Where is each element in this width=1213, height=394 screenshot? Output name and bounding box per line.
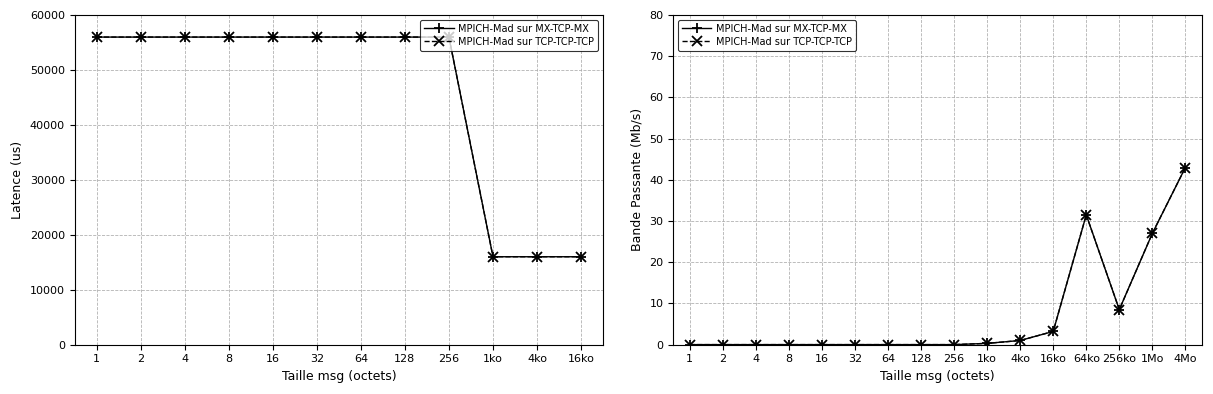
- MPICH-Mad sur MX-TCP-MX: [398, 35, 412, 39]
- MPICH-Mad sur TCP-TCP-TCP: [1112, 307, 1127, 312]
- MPICH-Mad sur MX-TCP-MX: [133, 35, 148, 39]
- MPICH-Mad sur MX-TCP-MX: [947, 342, 962, 347]
- X-axis label: Taille msg (octets): Taille msg (octets): [881, 370, 995, 383]
- MPICH-Mad sur TCP-TCP-TCP: [748, 342, 763, 347]
- MPICH-Mad sur TCP-TCP-TCP: [574, 255, 588, 259]
- MPICH-Mad sur TCP-TCP-TCP: [309, 35, 324, 39]
- Line: MPICH-Mad sur MX-TCP-MX: MPICH-Mad sur MX-TCP-MX: [92, 32, 586, 262]
- MPICH-Mad sur TCP-TCP-TCP: [1178, 165, 1192, 170]
- MPICH-Mad sur TCP-TCP-TCP: [1145, 231, 1160, 236]
- MPICH-Mad sur MX-TCP-MX: [716, 342, 730, 347]
- Legend: MPICH-Mad sur MX-TCP-MX, MPICH-Mad sur TCP-TCP-TCP: MPICH-Mad sur MX-TCP-MX, MPICH-Mad sur T…: [421, 20, 598, 51]
- X-axis label: Taille msg (octets): Taille msg (octets): [281, 370, 397, 383]
- MPICH-Mad sur MX-TCP-MX: [815, 342, 830, 347]
- MPICH-Mad sur MX-TCP-MX: [913, 342, 928, 347]
- MPICH-Mad sur MX-TCP-MX: [980, 341, 995, 346]
- MPICH-Mad sur TCP-TCP-TCP: [881, 342, 895, 347]
- MPICH-Mad sur TCP-TCP-TCP: [913, 342, 928, 347]
- MPICH-Mad sur TCP-TCP-TCP: [398, 35, 412, 39]
- MPICH-Mad sur MX-TCP-MX: [442, 35, 456, 39]
- MPICH-Mad sur MX-TCP-MX: [748, 342, 763, 347]
- MPICH-Mad sur TCP-TCP-TCP: [980, 341, 995, 346]
- MPICH-Mad sur TCP-TCP-TCP: [266, 35, 280, 39]
- MPICH-Mad sur TCP-TCP-TCP: [716, 342, 730, 347]
- MPICH-Mad sur TCP-TCP-TCP: [815, 342, 830, 347]
- MPICH-Mad sur MX-TCP-MX: [781, 342, 796, 347]
- Y-axis label: Latence (us): Latence (us): [11, 141, 24, 219]
- Legend: MPICH-Mad sur MX-TCP-MX, MPICH-Mad sur TCP-TCP-TCP: MPICH-Mad sur MX-TCP-MX, MPICH-Mad sur T…: [678, 20, 856, 51]
- MPICH-Mad sur TCP-TCP-TCP: [1080, 212, 1094, 217]
- MPICH-Mad sur TCP-TCP-TCP: [133, 35, 148, 39]
- MPICH-Mad sur MX-TCP-MX: [1145, 231, 1160, 236]
- MPICH-Mad sur TCP-TCP-TCP: [683, 342, 697, 347]
- MPICH-Mad sur TCP-TCP-TCP: [530, 255, 545, 259]
- Line: MPICH-Mad sur TCP-TCP-TCP: MPICH-Mad sur TCP-TCP-TCP: [685, 163, 1190, 349]
- MPICH-Mad sur MX-TCP-MX: [266, 35, 280, 39]
- MPICH-Mad sur MX-TCP-MX: [1013, 338, 1027, 343]
- MPICH-Mad sur TCP-TCP-TCP: [848, 342, 862, 347]
- Line: MPICH-Mad sur TCP-TCP-TCP: MPICH-Mad sur TCP-TCP-TCP: [92, 32, 586, 262]
- MPICH-Mad sur TCP-TCP-TCP: [222, 35, 237, 39]
- MPICH-Mad sur MX-TCP-MX: [222, 35, 237, 39]
- MPICH-Mad sur TCP-TCP-TCP: [442, 35, 456, 39]
- MPICH-Mad sur MX-TCP-MX: [1112, 307, 1127, 312]
- MPICH-Mad sur TCP-TCP-TCP: [947, 342, 962, 347]
- MPICH-Mad sur MX-TCP-MX: [177, 35, 192, 39]
- MPICH-Mad sur TCP-TCP-TCP: [485, 255, 500, 259]
- MPICH-Mad sur MX-TCP-MX: [530, 255, 545, 259]
- MPICH-Mad sur MX-TCP-MX: [485, 255, 500, 259]
- MPICH-Mad sur MX-TCP-MX: [881, 342, 895, 347]
- MPICH-Mad sur TCP-TCP-TCP: [1013, 338, 1027, 343]
- MPICH-Mad sur MX-TCP-MX: [90, 35, 104, 39]
- MPICH-Mad sur MX-TCP-MX: [1080, 212, 1094, 217]
- MPICH-Mad sur TCP-TCP-TCP: [353, 35, 368, 39]
- MPICH-Mad sur MX-TCP-MX: [683, 342, 697, 347]
- MPICH-Mad sur MX-TCP-MX: [309, 35, 324, 39]
- MPICH-Mad sur MX-TCP-MX: [848, 342, 862, 347]
- MPICH-Mad sur MX-TCP-MX: [574, 255, 588, 259]
- MPICH-Mad sur TCP-TCP-TCP: [781, 342, 796, 347]
- MPICH-Mad sur MX-TCP-MX: [353, 35, 368, 39]
- MPICH-Mad sur TCP-TCP-TCP: [1046, 329, 1060, 334]
- MPICH-Mad sur TCP-TCP-TCP: [177, 35, 192, 39]
- MPICH-Mad sur TCP-TCP-TCP: [90, 35, 104, 39]
- Y-axis label: Bande Passante (Mb/s): Bande Passante (Mb/s): [631, 108, 644, 251]
- MPICH-Mad sur MX-TCP-MX: [1046, 329, 1060, 334]
- MPICH-Mad sur MX-TCP-MX: [1178, 165, 1192, 170]
- Line: MPICH-Mad sur MX-TCP-MX: MPICH-Mad sur MX-TCP-MX: [685, 163, 1190, 349]
